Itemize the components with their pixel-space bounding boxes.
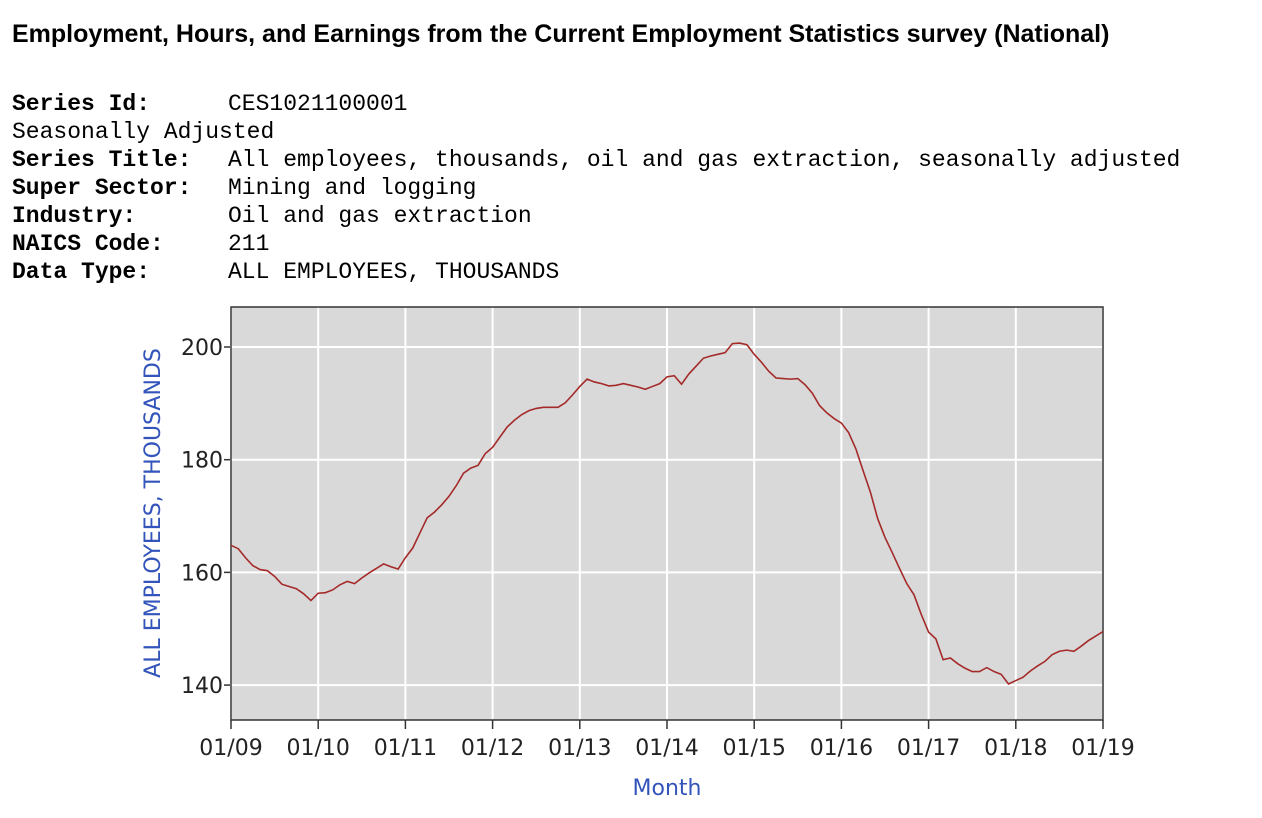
info-value: CES1021100001 [228,91,408,117]
x-tick-label: 01/10 [286,736,349,761]
x-tick-label: 01/17 [897,736,960,761]
info-value: ALL EMPLOYEES, THOUSANDS [228,259,560,285]
info-label: Series Id: [12,91,151,117]
series-info: Series Id: CES1021100001 Seasonally Adjust… [12,90,1180,286]
x-tick-label: 01/18 [984,736,1047,761]
info-label: Series Title: [12,147,192,173]
info-value: 211 [228,231,270,257]
info-row: Series Id: CES1021100001 [12,90,1180,118]
info-value: Mining and logging [228,175,477,201]
info-label: Industry: [12,203,137,229]
y-tick-label: 200 [181,336,223,361]
info-row: Seasonally Adjusted [12,118,1180,146]
x-tick-label: 01/12 [461,736,524,761]
plot-border [230,306,1104,721]
x-tick-label: 01/13 [548,736,611,761]
x-tick-label: 01/19 [1071,736,1134,761]
page-title: Employment, Hours, and Earnings from the… [12,20,1110,48]
info-row: Super Sector: Mining and logging [12,174,1180,202]
info-row: Series Title: All employees, thousands, o… [12,146,1180,174]
y-tick-label: 160 [181,561,223,586]
info-row: Industry: Oil and gas extraction [12,202,1180,230]
data-line [230,342,1104,685]
info-label: Data Type: [12,259,151,285]
info-row: Data Type: ALL EMPLOYEES, THOUSANDS [12,258,1180,286]
x-tick-label: 01/15 [722,736,785,761]
x-axis-title: Month [633,776,702,801]
y-tick-label: 180 [181,449,223,474]
info-value: All employees, thousands, oil and gas ex… [228,147,1181,173]
x-tick-label: 01/14 [635,736,698,761]
info-row: NAICS Code: 211 [12,230,1180,258]
x-tick-label: 01/09 [199,736,262,761]
info-label: NAICS Code: [12,231,164,257]
info-text: Seasonally Adjusted [12,119,275,145]
x-tick-label: 01/16 [810,736,873,761]
x-tick-label: 01/11 [374,736,437,761]
y-tick-label: 140 [181,674,223,699]
info-value: Oil and gas extraction [228,203,532,229]
y-axis-title: ALL EMPLOYEES, THOUSANDS [141,348,166,678]
info-label: Super Sector: [12,175,192,201]
